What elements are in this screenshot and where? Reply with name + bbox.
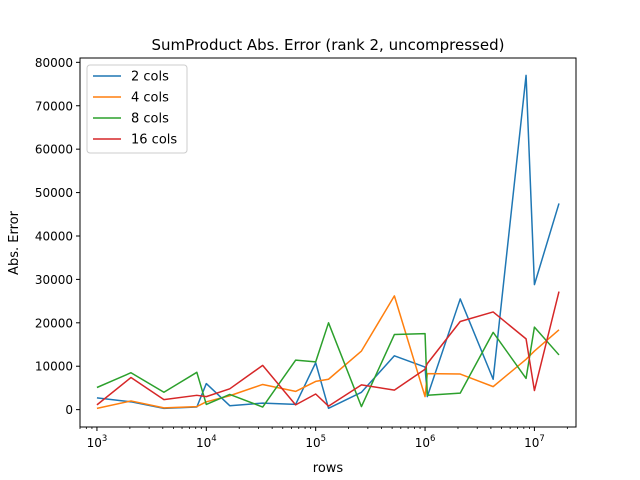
- y-tick-label: 80000: [35, 56, 73, 70]
- series-line-4: [96, 291, 560, 407]
- legend: 2 cols 4 cols 8 cols 16 cols: [86, 64, 188, 154]
- x-tick-label: 103: [87, 434, 108, 450]
- chart-title: SumProduct Abs. Error (rank 2, uncompres…: [152, 36, 505, 54]
- legend-label: 4 cols: [131, 91, 169, 106]
- legend-label: 8 cols: [131, 112, 169, 127]
- x-tick-label: 104: [196, 434, 217, 450]
- plot-frame: [79, 57, 577, 428]
- legend-label: 16 cols: [131, 133, 177, 148]
- x-tick-label: 105: [305, 434, 326, 450]
- legend-box: [86, 64, 188, 154]
- y-tick-label: 10000: [35, 360, 73, 374]
- plot-area: [96, 74, 560, 410]
- y-tick-label: 60000: [35, 143, 73, 157]
- x-axis-label: rows: [313, 461, 344, 476]
- y-tick-label: 50000: [35, 186, 73, 200]
- y-tick-label: 40000: [35, 229, 73, 243]
- y-axis: 0 10000 20000 30000 40000 50000 60000 70000 8000…: [35, 56, 80, 417]
- x-tick-label: 106: [415, 434, 436, 450]
- series-line-3: [96, 322, 560, 408]
- y-tick-label: 20000: [35, 316, 73, 330]
- y-tick-label: 70000: [35, 99, 73, 113]
- x-axis: 103 104 105 106 107: [79, 427, 568, 450]
- series-line-2: [96, 295, 560, 410]
- y-tick-label: 30000: [35, 273, 73, 287]
- y-axis-label: Abs. Error: [7, 210, 22, 275]
- legend-label: 2 cols: [131, 70, 169, 85]
- x-tick-label: 107: [524, 434, 545, 450]
- y-tick-label: 0: [65, 403, 73, 417]
